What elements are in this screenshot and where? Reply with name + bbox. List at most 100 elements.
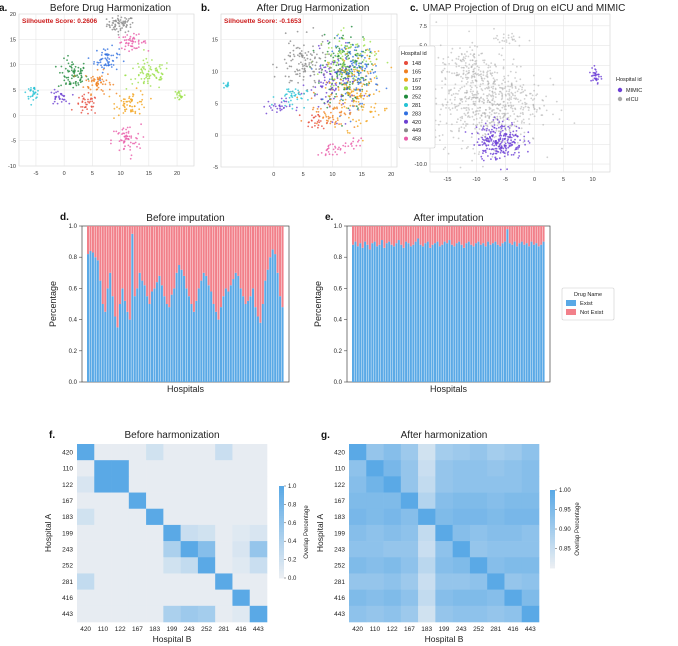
scatter-point [532, 104, 535, 106]
legend-swatch [566, 300, 576, 306]
scatter-point [511, 123, 514, 126]
scatter-point [333, 69, 336, 71]
scatter-point [345, 107, 348, 109]
x-tick-label: 243 [184, 626, 195, 633]
scatter-point [357, 140, 359, 143]
colorbar-step [550, 544, 555, 547]
scatter-point [115, 68, 118, 71]
scatter-point [478, 121, 481, 124]
scatter-point [320, 152, 323, 154]
scatter-point [340, 75, 343, 78]
scatter-point [366, 70, 369, 73]
x-tick-label: 420 [80, 626, 91, 633]
heatmap-cell [232, 573, 251, 590]
scatter-point [472, 100, 475, 103]
scatter-point [302, 79, 305, 81]
scatter-point [537, 84, 540, 87]
y-tick-label: 0.2 [334, 349, 343, 355]
scatter-point [600, 75, 602, 78]
scatter-point [472, 103, 475, 105]
heatmap-cell [249, 557, 268, 574]
scatter-point [340, 123, 342, 125]
scatter-point [467, 97, 470, 100]
colorbar-step [550, 546, 555, 549]
scatter-point [330, 111, 332, 114]
scatter-point [81, 106, 84, 108]
scatter-point [77, 83, 80, 86]
bar-exist [479, 244, 482, 382]
scatter-point [488, 116, 491, 118]
scatter-point [338, 63, 340, 66]
bar-exist [254, 307, 257, 382]
x-tick-label: 183 [149, 626, 160, 633]
scatter-point [473, 75, 476, 78]
heatmap-cell [146, 508, 164, 526]
bar-not-exist [89, 226, 92, 251]
scatter-point [483, 139, 485, 142]
y-tick-label: 443 [62, 611, 73, 618]
scatter-point [373, 77, 376, 79]
scatter-point [515, 80, 518, 83]
scatter-point [351, 94, 353, 97]
scatter-point [484, 112, 487, 115]
bar-exist [163, 296, 166, 382]
scatter-point [476, 90, 479, 93]
heatmap-cell [249, 476, 268, 493]
heatmap-panel-g: 4204201101101221221671671831831991992432… [315, 430, 581, 644]
bar-not-exist [114, 226, 117, 317]
scatter-point [479, 97, 482, 99]
scatter-point [126, 24, 128, 26]
scatter-point [113, 117, 115, 119]
bar-not-exist [491, 226, 494, 244]
scatter-point [531, 94, 534, 97]
scatter-point [140, 41, 143, 44]
scatter-point [351, 100, 353, 102]
scatter-point [64, 76, 66, 78]
bar-exist [361, 247, 364, 382]
scatter-point [120, 16, 123, 19]
scatter-point [488, 129, 490, 131]
scatter-point [335, 87, 337, 90]
scatter-point [87, 91, 90, 94]
scatter-point [341, 59, 344, 62]
heatmap-cell [521, 605, 540, 623]
scatter-point [365, 60, 368, 63]
scatter-point [514, 118, 517, 120]
heatmap-cell [400, 476, 419, 493]
scatter-point [340, 114, 342, 117]
heatmap-cell [521, 541, 540, 558]
legend-marker [404, 111, 408, 116]
x-tick-label: 10 [329, 172, 335, 178]
heatmap-cell [435, 589, 453, 607]
scatter-point [130, 137, 133, 139]
scatter-point [345, 47, 348, 50]
bar-not-exist [458, 226, 461, 242]
scatter-point [360, 96, 362, 99]
scatter-point [88, 101, 91, 104]
heatmap-cell [418, 589, 436, 607]
x-axis-label: Hospital B [153, 634, 192, 644]
scatter-point [482, 74, 485, 76]
colorbar-step [550, 503, 555, 506]
x-tick-label: 281 [490, 626, 501, 633]
scatter-point [72, 86, 75, 89]
scatter-point [356, 92, 358, 95]
scatter-panel-c: -15-10-50510-10.0-7.5-5.0-2.50.02.55.07.… [410, 3, 625, 183]
scatter-point [458, 130, 460, 133]
scatter-point [356, 45, 359, 48]
scatter-point [327, 151, 330, 153]
bar-exist [352, 244, 354, 382]
scatter-point [291, 79, 293, 82]
scatter-point [339, 51, 341, 53]
scatter-point [336, 34, 339, 37]
scatter-point [302, 54, 304, 57]
scatter-point [465, 55, 467, 57]
scatter-point [491, 72, 494, 74]
scatter-point [361, 109, 364, 111]
legend-box [398, 45, 436, 149]
scatter-point [362, 45, 365, 47]
scatter-point [130, 154, 133, 157]
scatter-point [507, 74, 510, 77]
scatter-point [32, 91, 35, 94]
scatter-point [329, 101, 331, 104]
